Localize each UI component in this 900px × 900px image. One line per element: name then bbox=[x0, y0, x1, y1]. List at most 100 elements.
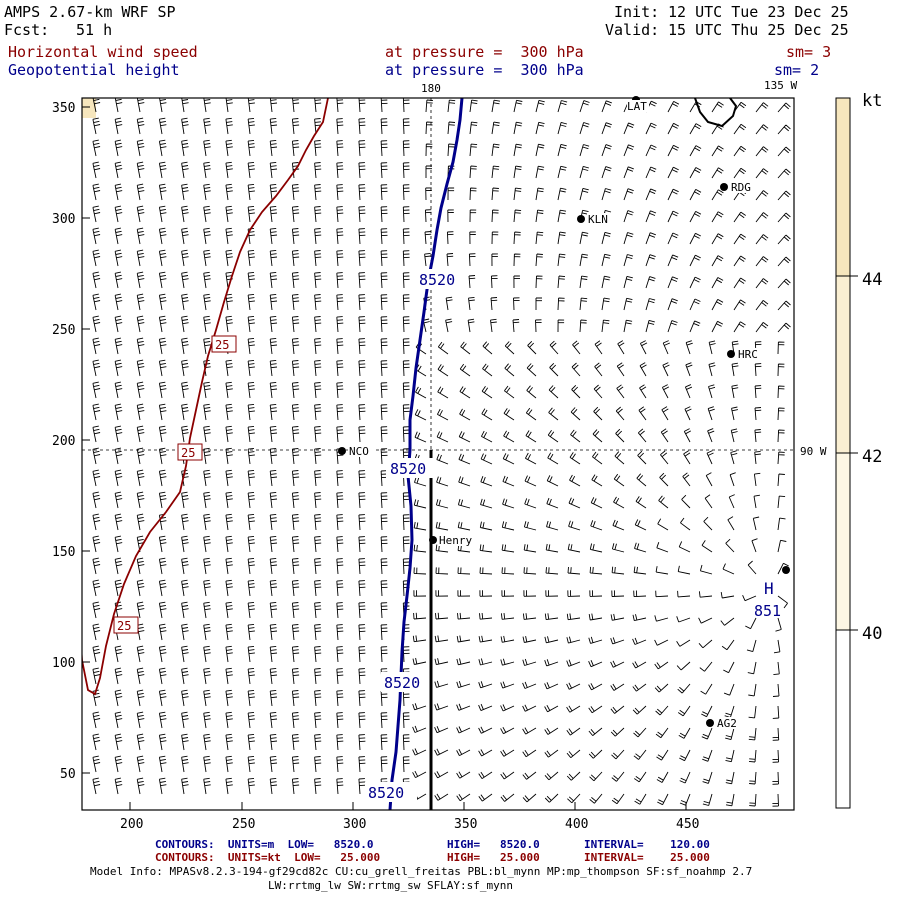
wind-barb bbox=[480, 498, 493, 509]
wind-barb bbox=[711, 255, 724, 267]
wind-barb bbox=[645, 188, 657, 201]
wind-barb bbox=[158, 513, 167, 531]
wind-barb bbox=[92, 205, 101, 223]
wind-barb bbox=[136, 755, 145, 773]
wind-barb bbox=[701, 540, 713, 553]
wind-barb bbox=[667, 144, 680, 157]
x-tick-label: 200 bbox=[120, 817, 143, 832]
wind-barb bbox=[544, 613, 559, 621]
wind-barb bbox=[610, 660, 625, 668]
wind-barb bbox=[402, 140, 410, 157]
wind-barb bbox=[358, 140, 366, 157]
wind-barb bbox=[705, 472, 713, 487]
wind-barb bbox=[181, 645, 189, 663]
wind-barb bbox=[469, 231, 476, 245]
wind-barb bbox=[689, 320, 701, 333]
wind-barb bbox=[708, 340, 716, 355]
wind-barb bbox=[777, 539, 787, 553]
wind-barb bbox=[181, 601, 189, 619]
wind-barb bbox=[114, 777, 123, 795]
wind-barb bbox=[291, 602, 300, 619]
wind-barb bbox=[158, 205, 167, 223]
wind-barb bbox=[314, 140, 322, 157]
wind-barb bbox=[136, 469, 145, 487]
wind-barb bbox=[775, 617, 782, 632]
wind-barb bbox=[136, 183, 145, 201]
wind-barb bbox=[402, 316, 410, 333]
wind-barb bbox=[579, 319, 587, 333]
wind-barb bbox=[645, 319, 655, 333]
wind-barb bbox=[588, 749, 603, 759]
wind-barb bbox=[656, 771, 669, 783]
height-label-2: 8520 bbox=[390, 460, 426, 478]
station-label-hrc: HRC bbox=[738, 348, 758, 361]
wind-barb bbox=[535, 319, 542, 333]
wind-barb bbox=[777, 212, 791, 223]
contour-label-box bbox=[386, 458, 434, 478]
wind-label-box bbox=[177, 443, 203, 461]
wind-barb bbox=[500, 635, 515, 643]
wind-barb bbox=[92, 755, 101, 773]
wind-barb bbox=[545, 567, 559, 575]
model-info-radiation: LW:rrtmg_lw SW:rrtmg_sw SFLAY:sf_mynn bbox=[268, 879, 514, 892]
wind-barb bbox=[755, 278, 769, 289]
wind-barb bbox=[136, 711, 145, 729]
station-label-bg bbox=[716, 717, 742, 729]
wind-barb bbox=[683, 450, 691, 465]
wind-barb bbox=[569, 452, 581, 465]
wind-barb bbox=[336, 778, 344, 795]
wind-barb bbox=[731, 384, 739, 399]
color-bar: kt 44 42 40 bbox=[835, 91, 882, 809]
wind-barb bbox=[491, 99, 501, 113]
wind-barb bbox=[181, 249, 189, 267]
wind-barb bbox=[291, 316, 300, 333]
wind-barb bbox=[777, 451, 785, 465]
wind-barb bbox=[623, 232, 634, 245]
wind-barb bbox=[467, 318, 475, 333]
wind-barb bbox=[314, 514, 322, 531]
wind-barb bbox=[633, 727, 647, 738]
wind-barb bbox=[358, 712, 366, 729]
wind-barb bbox=[491, 143, 500, 157]
wind-barb bbox=[358, 602, 366, 619]
wind-barb bbox=[733, 299, 746, 311]
wind-barb bbox=[545, 590, 559, 597]
wind-barb bbox=[158, 667, 167, 685]
wind-barb bbox=[513, 165, 522, 179]
wind-barb bbox=[513, 209, 522, 223]
wind-barb bbox=[725, 793, 735, 807]
wind-barb bbox=[478, 771, 493, 779]
wind-barb bbox=[247, 271, 255, 289]
wind-barb bbox=[479, 521, 493, 531]
x-axis-labels: 200 250 300 350 400 450 bbox=[120, 817, 699, 832]
wind-barb bbox=[601, 253, 611, 267]
wind-barb bbox=[402, 118, 410, 135]
wind-barb bbox=[568, 520, 581, 531]
wind-barb bbox=[513, 253, 521, 267]
wind-barb bbox=[181, 161, 189, 179]
wind-barb bbox=[314, 404, 322, 421]
wind-barb bbox=[610, 637, 625, 645]
wind-barb bbox=[535, 297, 543, 310]
station-label-kln: KLN bbox=[588, 213, 608, 226]
wind-barb bbox=[380, 448, 388, 465]
wind-barb bbox=[402, 360, 410, 377]
wind-barb bbox=[753, 472, 761, 487]
wind-barb bbox=[437, 386, 449, 399]
wind-barb bbox=[699, 661, 713, 672]
wind-barb bbox=[526, 385, 537, 399]
wind-barb bbox=[689, 145, 702, 157]
wind-barb bbox=[269, 447, 278, 465]
wind-barb bbox=[181, 98, 189, 113]
wind-barb bbox=[601, 100, 612, 113]
y-axis-labels: 350 300 250 200 150 100 50 bbox=[52, 101, 76, 782]
wind-barb bbox=[535, 165, 545, 179]
wind-barb bbox=[689, 167, 702, 179]
wind-barb bbox=[755, 322, 769, 333]
wind-barb bbox=[114, 689, 123, 707]
wind-barb bbox=[269, 667, 278, 685]
meridian-label-90w: 90 W bbox=[800, 445, 827, 458]
wind-barb bbox=[114, 513, 123, 531]
wind-barb bbox=[225, 315, 233, 333]
wind-barb bbox=[114, 227, 123, 245]
